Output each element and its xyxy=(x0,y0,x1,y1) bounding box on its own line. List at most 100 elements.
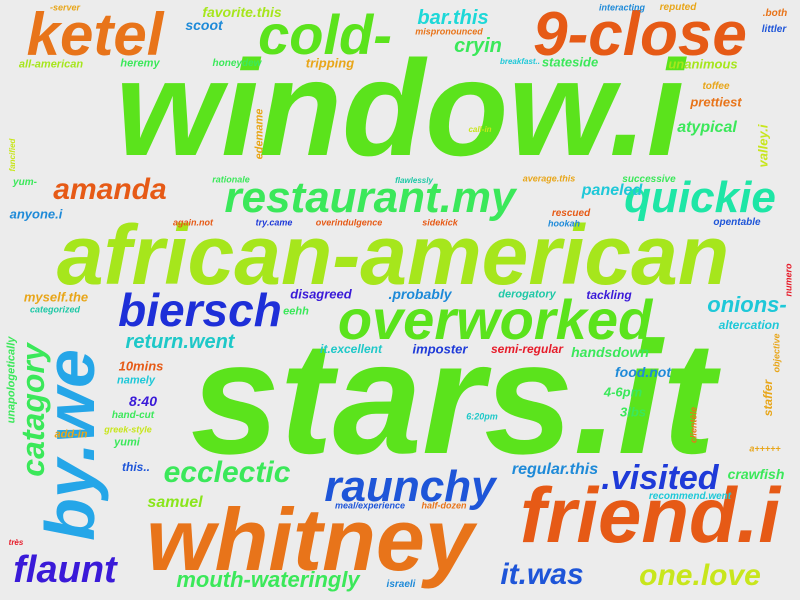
word-derogatory: derogatory xyxy=(498,288,556,301)
word-4-6pm: 4-6pm xyxy=(603,384,643,400)
word-overindulgence: overindulgence xyxy=(315,217,383,228)
word-ketel: ketel xyxy=(26,1,164,68)
word-probably: .probably xyxy=(388,286,452,302)
word-handsdown: handsdown xyxy=(571,344,649,360)
word-atypical: atypical xyxy=(677,119,737,136)
word-eehh: eehh xyxy=(283,305,309,318)
word-samuel: samuel xyxy=(147,494,203,511)
word-mouth-wateringly: mouth-wateringly xyxy=(176,567,360,592)
word-breakfast: breakfast.. xyxy=(499,57,541,66)
word-quickie: quickie xyxy=(624,173,776,222)
word-it-was: it.was xyxy=(500,558,584,591)
word-greek-style: greek-style xyxy=(104,424,152,435)
word-crawfish: crawfish xyxy=(727,466,785,482)
word-onions: onions- xyxy=(707,292,787,317)
word-both: .both xyxy=(762,8,788,19)
word-ecclectic: ecclectic xyxy=(163,456,291,489)
word-reputed: reputed xyxy=(659,2,697,13)
word-yum: yum- xyxy=(13,177,37,188)
word-scoot: scoot xyxy=(185,17,223,33)
word-sidekick: sidekick xyxy=(422,217,458,228)
word-interacting: interacting xyxy=(598,2,646,13)
word-paneled: paneled xyxy=(581,182,643,199)
word-unapologetically: unapologetically xyxy=(5,336,18,424)
word-rescued: rescued xyxy=(551,208,591,219)
word-return-went: return.went xyxy=(125,331,235,353)
word-fancified: fancified xyxy=(8,138,17,172)
word-10mins: 10mins xyxy=(118,358,164,374)
word-successive: successive xyxy=(622,174,676,185)
word-client-le: clientèle xyxy=(688,406,699,444)
word-add-in: add-in xyxy=(54,428,88,441)
word-visited: .visited xyxy=(601,459,719,497)
word-heremy: heremy xyxy=(120,57,160,70)
word-disagreed: disagreed xyxy=(290,286,352,302)
word-it-excellent: it.excellent xyxy=(319,342,383,356)
word-amanda: amanda xyxy=(53,173,167,206)
word-6-20pm: 6:20pm xyxy=(466,411,498,422)
word-african-american: african-american xyxy=(56,208,730,302)
word-restaurant-my: restaurant.my xyxy=(224,173,516,222)
word-honeydew: honeydew xyxy=(212,58,262,69)
word-altercation: altercation xyxy=(718,318,780,332)
word-flaunt: flaunt xyxy=(13,549,117,591)
word-food-not: food.not xyxy=(615,364,671,380)
word-whitney: whitney xyxy=(146,490,474,589)
word-bar-this: bar.this xyxy=(417,7,489,29)
word-prettiest: prettiest xyxy=(690,94,742,110)
word-numero: numero xyxy=(783,263,794,297)
word-server: -server xyxy=(49,2,81,13)
word-favorite-this: favorite.this xyxy=(202,4,282,20)
word-one-love: one.love xyxy=(639,559,761,592)
word-namely: namely xyxy=(117,374,155,387)
word-regular-this: regular.this xyxy=(511,461,599,478)
word-this: this.. xyxy=(121,460,151,474)
word-call-in: call-in xyxy=(468,125,492,134)
word-imposter: imposter xyxy=(412,341,468,357)
word-stars-it: stars.it xyxy=(190,308,716,487)
word-all-american: all-american xyxy=(18,58,84,71)
word-staffer: staffer xyxy=(761,379,775,417)
word-biersch: biersch xyxy=(118,284,282,336)
word-tr-s: très xyxy=(8,538,24,547)
word-valley-i: valley.i xyxy=(755,124,771,168)
word-meal-experience: meal/experience xyxy=(334,500,406,511)
word-flawlessly: flawlessly xyxy=(395,176,433,185)
word-categorized: categorized xyxy=(29,304,81,315)
word-unanimous: unanimous xyxy=(668,56,738,72)
word-littler: littler xyxy=(761,24,787,35)
word-hand-cut: hand-cut xyxy=(111,410,155,421)
word-myself-the: myself.the xyxy=(23,289,89,305)
word-try-came: try.came xyxy=(255,217,293,228)
word-hookah: hookah xyxy=(547,218,581,229)
word-raunchy: raunchy xyxy=(324,462,496,511)
word-8-40: 8:40 xyxy=(128,393,158,409)
word-mispronounced: mispronounced xyxy=(415,26,483,37)
word-objective: objective xyxy=(771,333,782,373)
word-semi-regular: semi-regular xyxy=(490,342,564,356)
word-friend-i: friend.i xyxy=(519,471,781,559)
word-tripping: tripping xyxy=(305,55,355,71)
word-opentable: opentable xyxy=(713,217,761,228)
word-edemame: edemame xyxy=(253,108,266,160)
word-tackling: tackling xyxy=(586,288,632,302)
word-average-this: average.this xyxy=(522,173,576,184)
word-stateside: stateside xyxy=(541,54,599,70)
word-cold: cold- xyxy=(258,3,392,66)
word-rationale: rationale xyxy=(212,174,250,185)
word-9-close: 9-close xyxy=(533,0,747,69)
word-3lbs: 3lbs xyxy=(619,404,647,420)
word-anyone-i: anyone.i xyxy=(9,206,63,222)
word-again-not: again.not xyxy=(173,217,213,228)
word-catagory: catagory xyxy=(15,343,51,477)
word-window-i: window.i xyxy=(115,32,685,184)
word-recommend-went: recommend.went xyxy=(648,491,732,502)
word-half-dozen: half-dozen xyxy=(421,500,467,511)
word-israeli: israeli xyxy=(386,579,416,590)
word-a: a+++++ xyxy=(749,443,781,454)
word-yumi: yumi xyxy=(114,436,140,449)
word-overworked: overworked xyxy=(337,288,653,351)
word-toffee: toffee xyxy=(702,81,730,92)
word-cryin: cryin xyxy=(454,35,502,57)
